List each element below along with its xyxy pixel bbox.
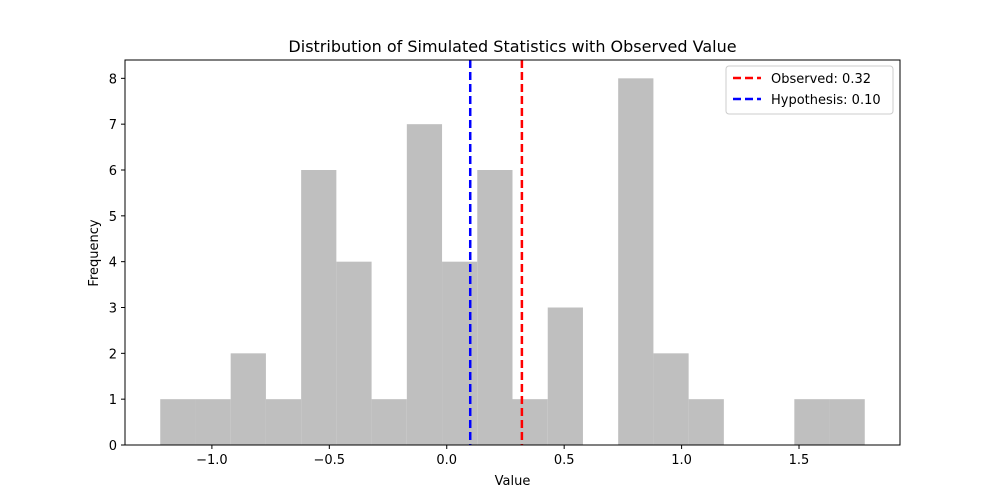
y-tick-label: 8: [109, 72, 117, 87]
x-axis-ticks: −1.0 −0.5 0.0 0.5 1.0 1.5: [196, 445, 809, 468]
histogram-bar: [653, 353, 689, 445]
plot-frame: [124, 59, 901, 446]
bars-group: [160, 78, 865, 446]
y-axis-label: Frequency: [87, 219, 102, 286]
x-axis-label: Value: [495, 474, 531, 489]
histogram-bar: [195, 399, 231, 445]
histogram-bar: [160, 399, 196, 445]
histogram-bar: [547, 307, 583, 445]
legend-label: Hypothesis: 0.10: [771, 93, 881, 108]
histogram-bar: [265, 399, 302, 445]
histogram-bar: [230, 353, 266, 445]
y-tick-label: 4: [109, 256, 117, 271]
histogram-bar: [794, 399, 830, 445]
y-tick-label: 1: [109, 393, 117, 408]
x-tick-label: −0.5: [314, 453, 346, 468]
histogram-bar: [477, 170, 513, 445]
y-tick-label: 5: [109, 210, 117, 225]
y-tick-label: 3: [109, 302, 117, 317]
histogram-bar: [442, 261, 478, 445]
histogram-bar: [371, 399, 407, 445]
histogram-bar: [829, 399, 865, 445]
y-tick-label: 7: [109, 118, 117, 133]
y-tick-label: 0: [109, 439, 117, 454]
x-tick-label: 0.0: [436, 453, 457, 468]
histogram-bar: [406, 124, 443, 446]
histogram-bar: [688, 399, 724, 445]
histogram-bar: [618, 78, 654, 445]
chart-title: Distribution of Simulated Statistics wit…: [288, 37, 736, 56]
x-tick-label: 0.5: [554, 453, 575, 468]
y-tick-label: 2: [109, 347, 117, 362]
legend-label: Observed: 0.32: [771, 72, 871, 87]
x-tick-label: 1.5: [789, 453, 810, 468]
y-tick-label: 6: [109, 164, 117, 179]
legend: Observed: 0.32 Hypothesis: 0.10: [725, 65, 894, 115]
x-tick-label: −1.0: [196, 453, 228, 468]
legend-box: [725, 65, 894, 115]
reference-lines: [468, 60, 524, 445]
histogram-bar: [301, 170, 337, 445]
x-tick-label: 1.0: [671, 453, 692, 468]
histogram-bar: [512, 399, 548, 445]
y-axis-ticks: 0 1 2 3 4 5 6 7 8: [109, 72, 125, 454]
histogram-bar: [336, 261, 372, 445]
